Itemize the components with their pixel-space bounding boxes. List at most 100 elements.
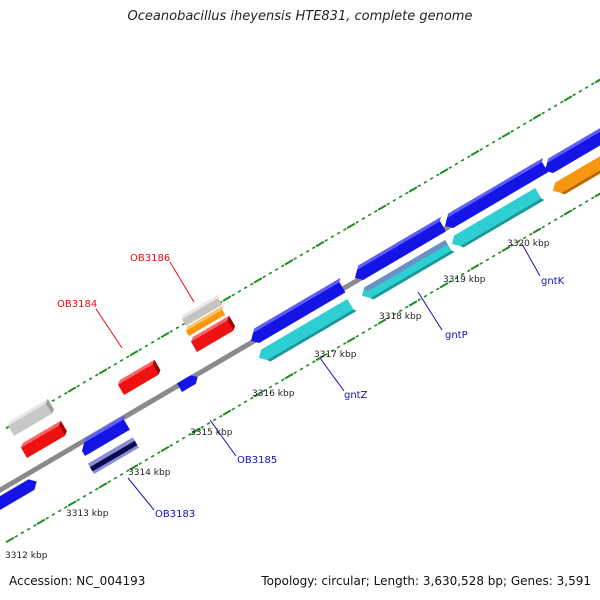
ob3183-feature[interactable] xyxy=(87,437,139,474)
minor-tick xyxy=(268,271,273,275)
minor-tick xyxy=(479,147,483,151)
gene-label-gntk[interactable]: gntK xyxy=(541,276,565,287)
minor-tick xyxy=(491,140,496,144)
minor-tick xyxy=(578,89,583,93)
major-tick xyxy=(67,500,77,507)
minor-tick xyxy=(398,309,403,313)
minor-tick xyxy=(237,403,242,407)
orange-feature[interactable] xyxy=(550,154,600,198)
minor-tick xyxy=(312,246,316,250)
minor-tick xyxy=(510,243,514,247)
scale-label: 3318 kbp xyxy=(379,312,422,322)
major-tick xyxy=(160,331,170,339)
gntz-feature[interactable] xyxy=(256,298,357,366)
minor-tick xyxy=(175,326,180,330)
gntk-feature[interactable] xyxy=(449,187,545,252)
major-tick xyxy=(501,245,511,252)
minor-tick xyxy=(417,298,421,302)
minor-tick xyxy=(88,377,93,381)
minor-tick xyxy=(522,122,527,126)
minor-tick xyxy=(448,166,452,170)
major-tick xyxy=(532,113,542,120)
minor-tick xyxy=(125,355,130,359)
minor-tick xyxy=(187,432,192,436)
major-tick xyxy=(67,386,77,393)
minor-tick xyxy=(231,407,235,411)
major-tick xyxy=(563,95,573,102)
minor-tick xyxy=(529,118,533,122)
minor-tick xyxy=(51,513,56,516)
major-tick xyxy=(439,282,449,289)
minor-tick xyxy=(274,382,279,385)
minor-tick xyxy=(57,395,62,399)
minor-tick xyxy=(516,240,521,244)
minor-tick xyxy=(584,200,589,203)
minor-tick xyxy=(560,214,564,218)
minor-tick xyxy=(237,289,242,293)
forward-cds-feature[interactable] xyxy=(540,126,600,176)
minor-tick xyxy=(405,191,409,195)
minor-tick xyxy=(206,422,211,425)
minor-tick xyxy=(367,213,372,217)
scale-label: 3314 kbp xyxy=(128,468,171,478)
gene-label-ob3183[interactable]: OB3183 xyxy=(155,509,195,520)
minor-tick xyxy=(212,418,217,422)
minor-tick xyxy=(386,316,390,320)
minor-tick xyxy=(448,280,452,284)
forward-cds-feature[interactable] xyxy=(246,277,348,346)
gene-label-ob3184[interactable]: OB3184 xyxy=(57,299,97,310)
forward-cds-feature[interactable] xyxy=(440,157,550,231)
minor-tick xyxy=(63,391,68,395)
forward-cds-feature[interactable] xyxy=(77,415,132,456)
minor-tick xyxy=(429,291,434,294)
ob3185-feature[interactable] xyxy=(176,373,200,392)
ob3184-feature[interactable] xyxy=(116,359,162,395)
minor-tick xyxy=(330,349,335,353)
minor-tick xyxy=(541,111,545,115)
minor-tick xyxy=(336,345,341,349)
ob3186-grey-feature[interactable] xyxy=(180,293,224,326)
minor-tick xyxy=(584,86,589,89)
major-tick xyxy=(594,78,600,84)
major-tick xyxy=(222,409,232,416)
forward-cds-feature[interactable] xyxy=(350,216,448,283)
gene-label-ob3186[interactable]: OB3186 xyxy=(130,253,170,264)
label-leader-lines xyxy=(95,243,541,511)
minor-tick xyxy=(553,104,558,108)
gntz-leader xyxy=(319,357,345,392)
topology-text: Topology: circular; Length: 3,630,528 bp… xyxy=(261,574,591,588)
minor-tick xyxy=(324,352,328,356)
ob3186-orange-feature[interactable] xyxy=(184,305,227,336)
gene-label-gntz[interactable]: gntZ xyxy=(344,390,368,401)
major-tick xyxy=(129,464,139,471)
major-tick xyxy=(532,227,542,234)
minor-tick xyxy=(305,363,310,367)
grey-feature[interactable] xyxy=(6,398,55,436)
ob3185-leader xyxy=(209,419,237,457)
gene-label-gntp[interactable]: gntP xyxy=(445,330,468,341)
forward-cds-feature[interactable] xyxy=(0,476,40,510)
minor-tick xyxy=(268,385,273,389)
gene-label-ob3185[interactable]: OB3185 xyxy=(237,455,277,466)
red-feature[interactable] xyxy=(19,420,68,458)
minor-tick xyxy=(572,93,576,97)
minor-tick xyxy=(113,476,118,480)
scale-label: 3320 kbp xyxy=(507,239,550,249)
minor-tick xyxy=(138,462,142,466)
minor-tick xyxy=(150,454,155,458)
minor-tick xyxy=(312,360,316,364)
scale-label: 3316 kbp xyxy=(252,389,295,399)
gntp-leader xyxy=(417,291,443,331)
major-tick xyxy=(594,192,600,198)
minor-tick xyxy=(467,155,471,159)
gntp-feature[interactable] xyxy=(359,239,455,304)
minor-tick xyxy=(516,126,521,130)
minor-tick xyxy=(51,399,56,402)
minor-tick xyxy=(498,251,502,254)
outer-tick-ring xyxy=(5,78,600,430)
minor-tick xyxy=(374,323,378,327)
minor-tick xyxy=(219,414,223,418)
ob3186-feature[interactable] xyxy=(189,315,236,352)
minor-tick xyxy=(454,162,459,166)
major-tick xyxy=(408,186,418,193)
